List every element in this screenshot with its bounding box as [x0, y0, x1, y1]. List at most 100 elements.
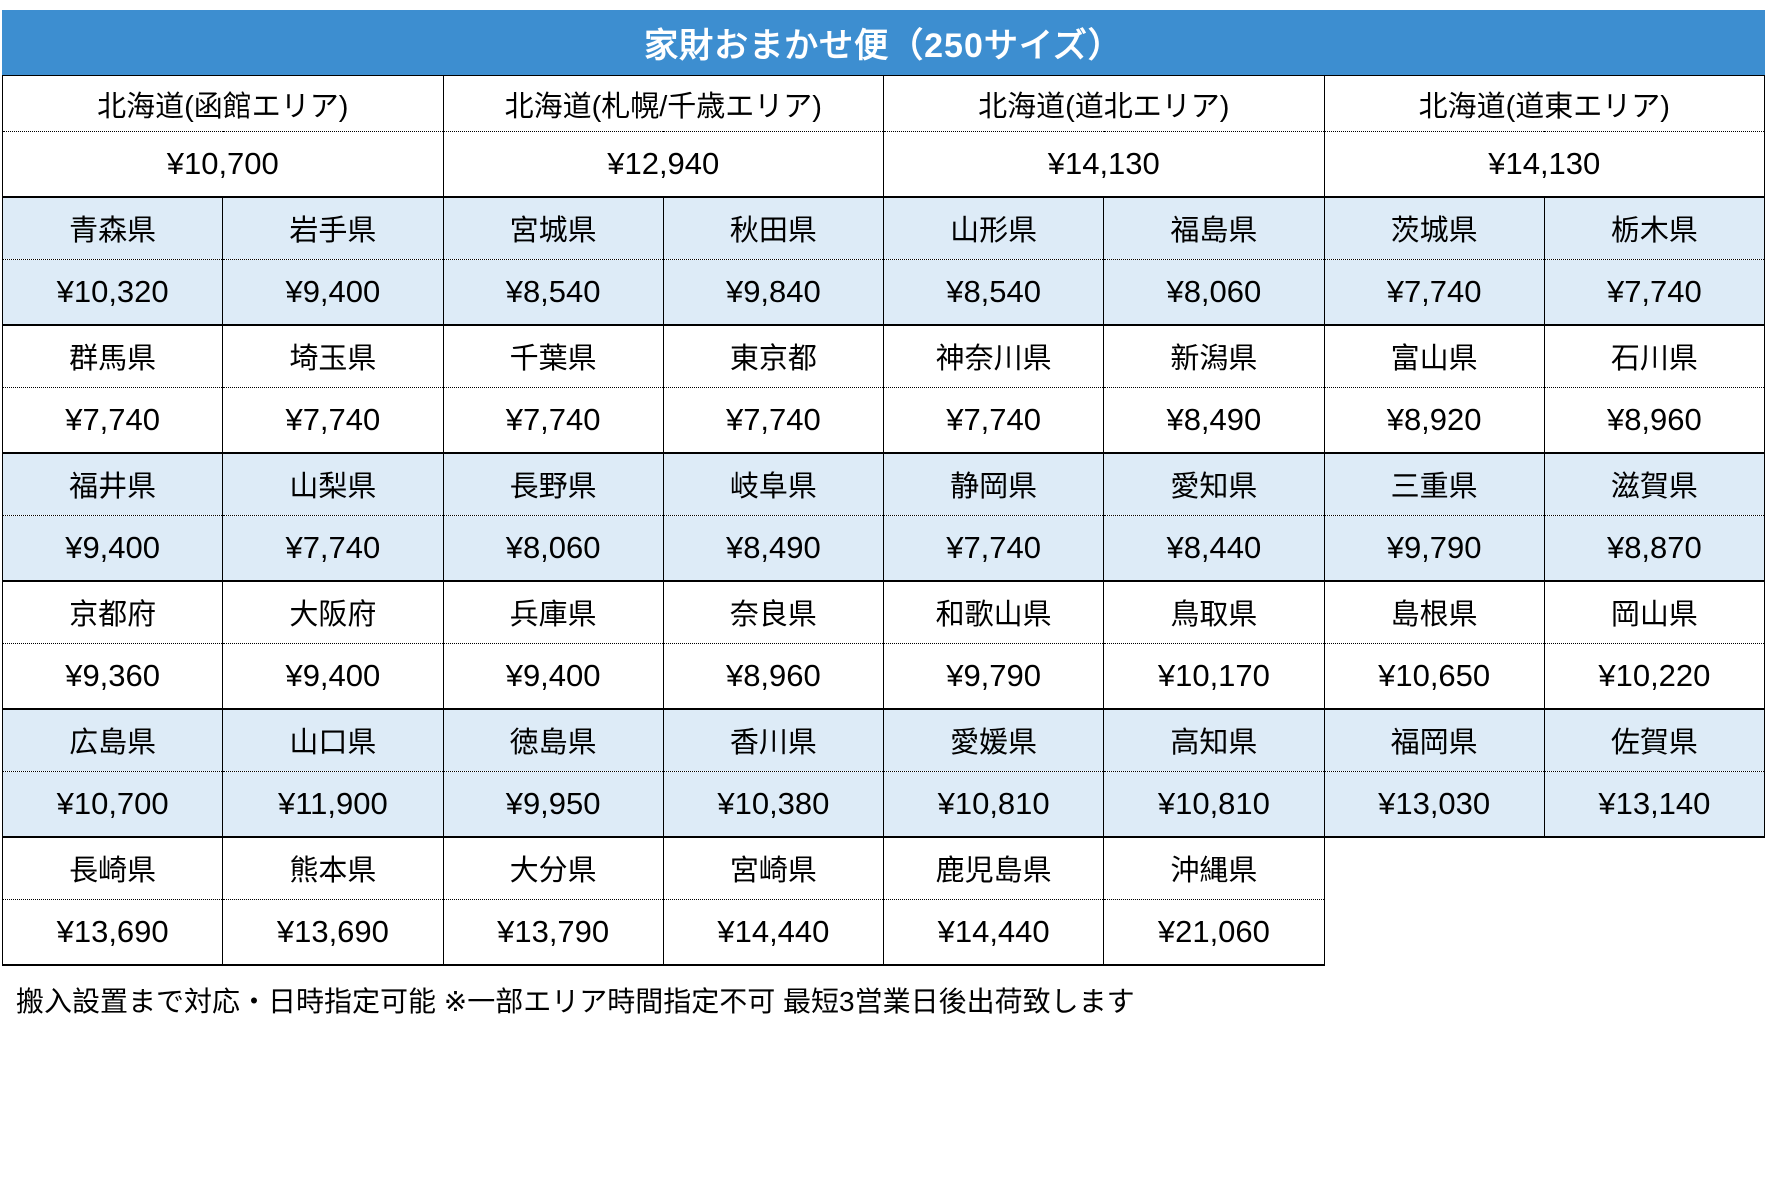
hokkaido-area-cell: 北海道(札幌/千歳エリア): [442, 75, 884, 132]
prefecture-price-cell: ¥14,440: [662, 899, 885, 966]
prefecture-price-cell: ¥13,690: [1, 899, 224, 966]
prefecture-price-cell: ¥8,960: [1543, 387, 1766, 454]
prefecture-name-row: 長崎県 熊本県 大分県 宮崎県 鹿児島県 沖縄県: [1, 835, 1765, 900]
prefecture-price-cell: ¥10,220: [1543, 643, 1766, 710]
prefecture-name-cell: 福井県: [1, 451, 224, 516]
prefecture-name-cell: 石川県: [1543, 323, 1766, 388]
hokkaido-price-cell: ¥12,940: [442, 131, 884, 198]
prefecture-name-cell: 鳥取県: [1103, 579, 1325, 644]
prefecture-name-cell: 秋田県: [662, 195, 885, 260]
hokkaido-area-price-row: ¥10,700 ¥12,940 ¥14,130 ¥14,130: [2, 131, 1765, 198]
prefecture-price-cell: ¥7,740: [222, 387, 444, 454]
prefecture-name-cell: 新潟県: [1103, 323, 1325, 388]
prefecture-price-cell: ¥10,650: [1323, 643, 1545, 710]
prefecture-price-cell: ¥8,960: [662, 643, 885, 710]
prefecture-price-cell: ¥9,400: [442, 643, 664, 710]
prefecture-price-cell: ¥8,490: [1103, 387, 1325, 454]
prefecture-name-row: 京都府 大阪府 兵庫県 奈良県 和歌山県 鳥取県 島根県 岡山県: [1, 579, 1766, 644]
prefecture-name-cell: 徳島県: [442, 707, 664, 772]
prefecture-price-cell: ¥7,740: [882, 387, 1105, 454]
prefecture-price-cell: ¥7,740: [1543, 259, 1766, 326]
prefecture-price-cell: ¥14,440: [882, 899, 1105, 966]
prefecture-price-row: ¥9,360 ¥9,400 ¥9,400 ¥8,960 ¥9,790 ¥10,170 ¥10…: [1, 643, 1766, 710]
prefecture-price-cell: ¥9,950: [442, 771, 664, 838]
prefecture-name-cell: 岐阜県: [662, 451, 885, 516]
prefecture-price-cell: ¥11,900: [222, 771, 444, 838]
prefecture-price-cell: ¥13,790: [442, 899, 664, 966]
prefecture-name-cell: 沖縄県: [1103, 835, 1325, 900]
prefecture-price-cell: ¥8,060: [442, 515, 664, 582]
prefecture-price-cell: ¥9,400: [222, 259, 444, 326]
prefecture-price-cell: ¥9,360: [1, 643, 224, 710]
prefecture-price-cell: ¥8,540: [442, 259, 664, 326]
prefecture-price-cell: ¥8,490: [662, 515, 885, 582]
prefecture-price-cell: ¥7,740: [662, 387, 885, 454]
prefecture-name-cell: 熊本県: [222, 835, 444, 900]
prefecture-price-row: ¥10,320 ¥9,400 ¥8,540 ¥9,840 ¥8,540 ¥8,060 ¥7,…: [1, 259, 1766, 326]
hokkaido-price-cell: ¥10,700: [2, 131, 444, 198]
prefecture-name-cell: 福島県: [1103, 195, 1325, 260]
prefecture-name-cell: 宮崎県: [662, 835, 885, 900]
prefecture-name-cell: 青森県: [1, 195, 224, 260]
table-title: 家財おまかせ便（250サイズ）: [2, 10, 1765, 75]
prefecture-name-cell: 千葉県: [442, 323, 664, 388]
prefecture-price-cell: ¥9,790: [882, 643, 1105, 710]
prefecture-price-cell: ¥13,030: [1323, 771, 1545, 838]
prefecture-price-row: ¥10,700 ¥11,900 ¥9,950 ¥10,380 ¥10,810 ¥10,81…: [1, 771, 1766, 838]
prefecture-name-cell: 静岡県: [882, 451, 1105, 516]
prefecture-price-cell: ¥8,540: [882, 259, 1105, 326]
prefecture-name-cell: 東京都: [662, 323, 885, 388]
prefecture-price-cell: ¥7,740: [442, 387, 664, 454]
hokkaido-price-cell: ¥14,130: [883, 131, 1325, 198]
prefecture-name-cell: 奈良県: [662, 579, 885, 644]
prefecture-price-cell: ¥9,840: [662, 259, 885, 326]
hokkaido-area-cell: 北海道(道北エリア): [883, 75, 1325, 132]
price-table-body: 北海道(函館エリア) 北海道(札幌/千歳エリア) 北海道(道北エリア) 北海道(道東エ…: [1, 75, 1766, 966]
prefecture-name-cell: 大阪府: [222, 579, 444, 644]
prefecture-price-row: ¥13,690 ¥13,690 ¥13,790 ¥14,440 ¥14,440 ¥21,0…: [1, 899, 1765, 966]
prefecture-name-cell: 香川県: [662, 707, 885, 772]
prefecture-name-cell: 高知県: [1103, 707, 1325, 772]
hokkaido-area-cell: 北海道(道東エリア): [1323, 75, 1765, 132]
prefecture-price-cell: ¥8,920: [1323, 387, 1545, 454]
prefecture-price-row: ¥7,740 ¥7,740 ¥7,740 ¥7,740 ¥7,740 ¥8,490 ¥8,9…: [1, 387, 1766, 454]
prefecture-name-cell: 愛媛県: [882, 707, 1105, 772]
prefecture-price-row: ¥9,400 ¥7,740 ¥8,060 ¥8,490 ¥7,740 ¥8,440 ¥9,7…: [1, 515, 1766, 582]
hokkaido-area-name-row: 北海道(函館エリア) 北海道(札幌/千歳エリア) 北海道(道北エリア) 北海道(道東エ…: [2, 75, 1765, 132]
prefecture-price-cell: ¥10,170: [1103, 643, 1325, 710]
footer-note: 搬入設置まで対応・日時指定可能 ※一部エリア時間指定不可 最短3営業日後出荷致し…: [16, 985, 1135, 1017]
prefecture-price-cell: ¥8,060: [1103, 259, 1325, 326]
prefecture-name-cell: 滋賀県: [1543, 451, 1766, 516]
price-sheet: 家財おまかせ便（250サイズ） 北海道(函館エリア) 北海道(札幌/千歳エリア) 北…: [1, 10, 1766, 1017]
prefecture-name-cell: 山口県: [222, 707, 444, 772]
prefecture-name-row: 福井県 山梨県 長野県 岐阜県 静岡県 愛知県 三重県 滋賀県: [1, 451, 1766, 516]
prefecture-price-cell: ¥7,740: [882, 515, 1105, 582]
prefecture-price-cell: ¥9,400: [1, 515, 224, 582]
prefecture-name-cell: 山形県: [882, 195, 1105, 260]
prefecture-price-cell: ¥10,380: [662, 771, 885, 838]
prefecture-name-row: 群馬県 埼玉県 千葉県 東京都 神奈川県 新潟県 富山県 石川県: [1, 323, 1766, 388]
prefecture-price-cell: ¥8,440: [1103, 515, 1325, 582]
prefecture-name-cell: 富山県: [1323, 323, 1545, 388]
prefecture-price-cell: ¥7,740: [222, 515, 444, 582]
prefecture-price-cell: ¥13,140: [1543, 771, 1766, 838]
prefecture-price-cell: ¥9,790: [1323, 515, 1545, 582]
prefecture-price-cell: ¥13,690: [222, 899, 444, 966]
prefecture-name-row: 広島県 山口県 徳島県 香川県 愛媛県 高知県 福岡県 佐賀県: [1, 707, 1766, 772]
prefecture-name-cell: 宮城県: [442, 195, 664, 260]
prefecture-price-cell: ¥9,400: [222, 643, 444, 710]
prefecture-price-cell: ¥7,740: [1, 387, 224, 454]
prefecture-name-cell: 茨城県: [1323, 195, 1545, 260]
prefecture-name-cell: 埼玉県: [222, 323, 444, 388]
prefecture-name-cell: 山梨県: [222, 451, 444, 516]
prefecture-name-cell: 福岡県: [1323, 707, 1545, 772]
prefecture-name-cell: 和歌山県: [882, 579, 1105, 644]
prefecture-price-cell: ¥10,700: [1, 771, 224, 838]
shipping-price-table: 北海道(函館エリア) 北海道(札幌/千歳エリア) 北海道(道北エリア) 北海道(道東エ…: [1, 75, 1766, 966]
prefecture-name-cell: 愛知県: [1103, 451, 1325, 516]
prefecture-price-cell: ¥10,320: [1, 259, 224, 326]
prefecture-name-cell: 岡山県: [1543, 579, 1766, 644]
prefecture-name-cell: 佐賀県: [1543, 707, 1766, 772]
prefecture-name-row: 青森県 岩手県 宮城県 秋田県 山形県 福島県 茨城県 栃木県: [1, 195, 1766, 260]
prefecture-name-cell: 長崎県: [1, 835, 224, 900]
